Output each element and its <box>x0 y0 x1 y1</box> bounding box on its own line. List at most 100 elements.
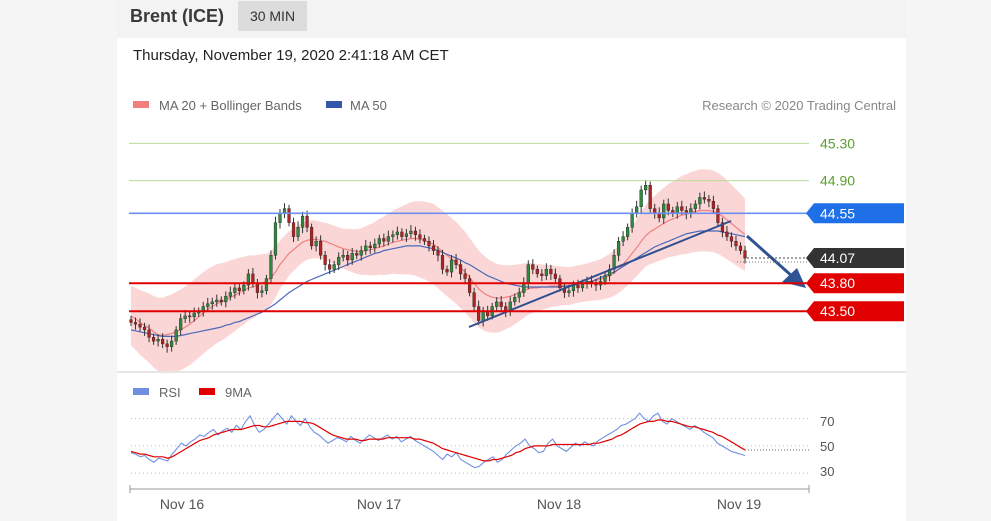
candle-body <box>242 284 246 291</box>
candle-body <box>296 227 300 237</box>
candle-body <box>264 278 269 291</box>
candle-body <box>422 238 427 242</box>
candle-body <box>626 227 630 237</box>
candle-body <box>350 253 354 261</box>
timeframe-button[interactable]: 30 MIN <box>238 1 307 31</box>
candle-body <box>323 255 327 265</box>
candle-body <box>133 322 138 325</box>
level-labels: 45.30 44.90 44.55 44.07 43.80 43.50 <box>806 135 904 322</box>
rsi-plot-area <box>130 412 809 474</box>
candle-body <box>400 231 404 237</box>
candle-body <box>729 236 734 242</box>
candle-body <box>449 259 454 273</box>
candle-body <box>237 287 241 291</box>
candle-body <box>743 250 747 259</box>
candle-body <box>517 292 521 298</box>
level-label-45-30: 45.30 <box>820 135 855 151</box>
candle-body <box>273 222 278 256</box>
candle-body <box>206 303 210 307</box>
candle-body <box>291 222 296 237</box>
candle-body <box>436 250 440 256</box>
candle-body <box>228 292 232 297</box>
x-tick-nov16: Nov 16 <box>160 496 205 512</box>
candle-body <box>332 264 336 270</box>
candle-body <box>246 273 250 286</box>
candle-body <box>734 241 738 247</box>
candle-body <box>499 301 503 307</box>
rsi-legend-label: RSI <box>159 385 181 400</box>
candle-body <box>170 340 174 347</box>
candle-body <box>549 269 553 275</box>
candle-body <box>147 329 151 338</box>
candle-body <box>224 296 228 303</box>
candle-body <box>382 238 386 242</box>
trendline <box>468 220 732 328</box>
candle-body <box>440 255 445 270</box>
candle-body <box>179 318 183 331</box>
candle-body <box>698 197 702 205</box>
candle-body <box>716 208 720 223</box>
candle-body <box>680 206 684 211</box>
candle-body <box>192 312 196 318</box>
level-tag-43-50 <box>806 301 904 322</box>
candle-body <box>161 339 165 345</box>
candle-body <box>666 203 670 211</box>
candle-body <box>711 200 715 209</box>
candle-body <box>219 299 223 303</box>
candle-body <box>567 290 571 293</box>
candle-body <box>738 245 743 251</box>
candle-body <box>630 213 634 228</box>
candle-body <box>368 245 372 248</box>
ma50-legend-label: MA 50 <box>350 98 387 113</box>
candle-body <box>309 227 314 247</box>
candle-body <box>319 241 323 256</box>
candle-body <box>151 337 156 342</box>
candle-body <box>616 241 621 256</box>
candle-body <box>341 255 345 258</box>
candle-body <box>395 231 399 235</box>
candle-body <box>544 269 548 276</box>
chart-panel: Brent (ICE) 30 MIN Thursday, November 19… <box>117 0 906 521</box>
x-tick-nov18: Nov 18 <box>537 496 582 512</box>
candle-body <box>355 253 359 256</box>
candle-body <box>305 215 309 228</box>
candle-body <box>359 250 363 256</box>
level-lines <box>129 142 809 313</box>
candle-body <box>635 206 639 214</box>
candle-body <box>644 185 648 191</box>
candle-body <box>210 301 214 304</box>
candle-body <box>526 264 530 284</box>
candle-body <box>183 315 187 319</box>
level-label-44-90: 44.90 <box>820 173 855 189</box>
candle-body <box>129 319 133 323</box>
candle-body <box>373 243 377 248</box>
instrument-title: Brent (ICE) <box>130 6 224 26</box>
candle-body <box>165 343 169 347</box>
candle-body <box>463 273 467 279</box>
x-tick-nov17: Nov 17 <box>357 496 402 512</box>
candle-body <box>418 234 422 239</box>
level-label-43-50: 43.50 <box>820 303 855 319</box>
ma20-legend-swatch <box>133 101 149 108</box>
ma20-legend-label: MA 20 + Bollinger Bands <box>159 98 302 113</box>
candle-body <box>458 264 463 275</box>
bollinger-band <box>131 169 745 374</box>
candle-body <box>472 292 476 307</box>
level-tag-43-80 <box>806 273 904 294</box>
price-chart: MA 20 + Bollinger Bands MA 50 Research ©… <box>117 98 906 512</box>
candle-body <box>702 197 706 200</box>
chart-header: Brent (ICE) 30 MIN <box>117 0 906 38</box>
candle-body <box>445 269 449 273</box>
level-tag-44-55 <box>806 203 904 224</box>
candle-body <box>603 275 607 282</box>
candle-body <box>404 233 408 237</box>
rsi-tick-30: 30 <box>820 464 834 479</box>
level-tag-44-07 <box>806 248 904 269</box>
candle-body <box>255 283 260 293</box>
candle-body <box>278 213 282 223</box>
level-label-43-80: 43.80 <box>820 275 855 291</box>
level-label-44-55: 44.55 <box>820 205 855 221</box>
candle-body <box>553 273 557 279</box>
candle-body <box>648 185 652 209</box>
candle-body <box>233 287 237 293</box>
